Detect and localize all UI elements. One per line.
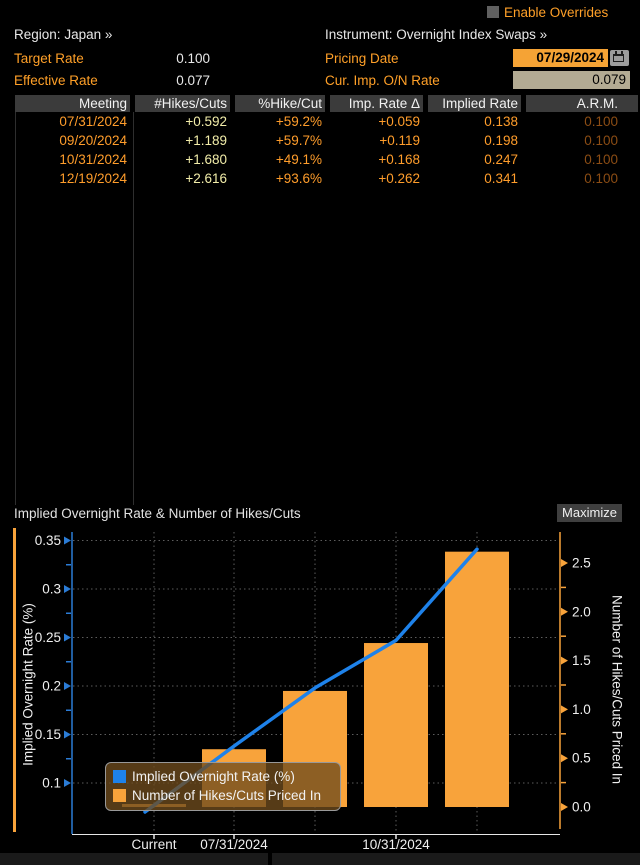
svg-text:10/31/2024: 10/31/2024 <box>362 837 430 852</box>
bar-series-swatch <box>113 789 126 802</box>
column-header-3: Imp. Rate Δ <box>330 95 423 112</box>
svg-text:0.35: 0.35 <box>35 533 61 548</box>
calendar-icon <box>615 51 617 54</box>
target-rate-value: 0.100 <box>176 51 210 66</box>
svg-text:0.15: 0.15 <box>35 727 61 742</box>
cell-r3-c2: +93.6% <box>275 171 322 186</box>
table-row[interactable]: 09/20/2024 +1.189 +59.7% +0.119 0.198 0.100 <box>15 131 638 150</box>
region-row[interactable]: Region: Japan » <box>14 27 112 42</box>
table-row[interactable]: 07/31/2024 +0.592 +59.2% +0.059 0.138 0.100 <box>15 112 638 131</box>
region-label: Region: <box>14 27 61 42</box>
cur-imp-rate-label: Cur. Imp. O/N Rate <box>325 73 440 88</box>
maximize-button[interactable]: Maximize <box>557 504 622 522</box>
column-header-5: A.R.M. <box>526 95 638 112</box>
svg-text:Current: Current <box>131 837 176 852</box>
svg-text:1.0: 1.0 <box>572 702 591 717</box>
chart-title: Implied Overnight Rate & Number of Hikes… <box>14 506 301 521</box>
cell-r2-c0: 10/31/2024 <box>59 152 127 167</box>
table-row[interactable]: 12/19/2024 +2.616 +93.6% +0.262 0.341 0.100 <box>15 169 638 188</box>
cell-r1-c5: 0.100 <box>584 133 618 148</box>
table-header: Meeting #Hikes/Cuts %Hike/Cut Imp. Rate Δ Im… <box>15 95 638 112</box>
column-header-1: #Hikes/Cuts <box>135 95 230 112</box>
cell-r2-c4: 0.247 <box>484 152 518 167</box>
table-column-separator <box>133 112 134 505</box>
chart-legend: Implied Overnight Rate (%) Number of Hik… <box>105 762 341 811</box>
cell-r1-c1: +1.189 <box>185 133 227 148</box>
table-row[interactable]: 10/31/2024 +1.680 +49.1% +0.168 0.247 0.100 <box>15 150 638 169</box>
cur-imp-rate-input[interactable]: 0.079 <box>513 71 630 89</box>
cell-r0-c1: +0.592 <box>185 114 227 129</box>
svg-text:0.25: 0.25 <box>35 630 61 645</box>
svg-text:0.1: 0.1 <box>42 776 61 791</box>
cell-r3-c1: +2.616 <box>185 171 227 186</box>
bottom-bar-left <box>0 853 268 865</box>
cell-r2-c2: +49.1% <box>275 152 322 167</box>
cell-r0-c3: +0.059 <box>378 114 420 129</box>
cell-r3-c5: 0.100 <box>584 171 618 186</box>
cell-r2-c5: 0.100 <box>584 152 618 167</box>
target-rate-label: Target Rate <box>14 51 84 66</box>
svg-text:2.5: 2.5 <box>572 556 591 571</box>
column-header-4: Implied Rate <box>428 95 521 112</box>
cell-r1-c0: 09/20/2024 <box>59 133 127 148</box>
instrument-label: Instrument: <box>325 27 393 42</box>
cell-r0-c0: 07/31/2024 <box>59 114 127 129</box>
cell-r1-c3: +0.119 <box>379 133 420 148</box>
meetings-table: 07/31/2024 +0.592 +59.2% +0.059 0.138 0.100 09… <box>15 112 638 188</box>
column-header-0: Meeting <box>15 95 130 112</box>
calendar-button[interactable] <box>610 50 629 66</box>
legend-item-line: Implied Overnight Rate (%) <box>113 767 334 786</box>
svg-text:1.5: 1.5 <box>572 653 591 668</box>
svg-text:2.0: 2.0 <box>572 604 591 619</box>
svg-text:0.3: 0.3 <box>42 582 61 597</box>
cell-r3-c4: 0.341 <box>484 171 518 186</box>
svg-text:0.5: 0.5 <box>572 751 591 766</box>
svg-text:07/31/2024: 07/31/2024 <box>200 837 268 852</box>
instrument-value[interactable]: Overnight Index Swaps » <box>396 27 548 42</box>
pricing-date-input[interactable]: 07/29/2024 <box>513 49 608 67</box>
region-value[interactable]: Japan » <box>64 27 113 42</box>
line-series-swatch <box>113 770 126 783</box>
enable-overrides-checkbox[interactable] <box>487 6 499 18</box>
effective-rate-label: Effective Rate <box>14 73 98 88</box>
cell-r2-c3: +0.168 <box>378 152 420 167</box>
cell-r0-c5: 0.100 <box>584 114 618 129</box>
cell-r2-c1: +1.680 <box>185 152 227 167</box>
svg-text:0.0: 0.0 <box>572 800 591 815</box>
cell-r0-c4: 0.138 <box>484 114 518 129</box>
right-axis-title: Number of Hikes/Cuts Priced In <box>609 594 625 785</box>
effective-rate-value: 0.077 <box>176 73 210 88</box>
pricing-date-label: Pricing Date <box>325 51 399 66</box>
legend-label-bar: Number of Hikes/Cuts Priced In <box>132 788 322 803</box>
bottom-bar-right <box>272 853 640 865</box>
column-header-2: %Hike/Cut <box>235 95 325 112</box>
cell-r3-c0: 12/19/2024 <box>59 171 127 186</box>
cell-r1-c2: +59.7% <box>275 133 322 148</box>
legend-label-line: Implied Overnight Rate (%) <box>132 769 295 784</box>
enable-overrides-label: Enable Overrides <box>504 5 609 20</box>
cell-r1-c4: 0.198 <box>484 133 518 148</box>
legend-item-bar: Number of Hikes/Cuts Priced In <box>113 786 334 805</box>
instrument-row[interactable]: Instrument: Overnight Index Swaps » <box>325 27 547 42</box>
left-axis-title: Implied Overnight Rate (%) <box>20 603 36 766</box>
svg-text:0.2: 0.2 <box>42 679 61 694</box>
cell-r0-c2: +59.2% <box>275 114 322 129</box>
table-left-border <box>15 112 16 505</box>
cell-r3-c3: +0.262 <box>378 171 420 186</box>
